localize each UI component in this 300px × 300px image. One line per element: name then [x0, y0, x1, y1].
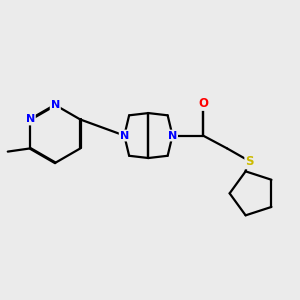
Text: N: N: [26, 115, 35, 124]
Text: O: O: [198, 97, 208, 110]
Text: N: N: [120, 130, 129, 141]
Text: N: N: [168, 130, 177, 141]
Text: S: S: [245, 155, 254, 168]
Text: N: N: [51, 100, 60, 110]
